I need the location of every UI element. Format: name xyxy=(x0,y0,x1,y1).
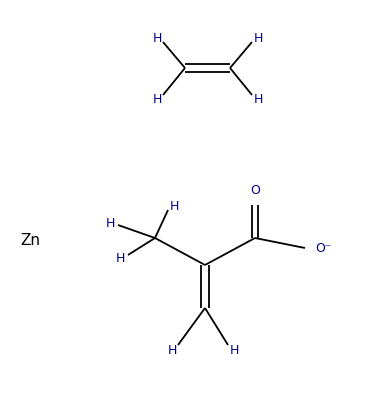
Text: O: O xyxy=(250,184,260,197)
Text: H: H xyxy=(229,344,239,357)
Text: H: H xyxy=(115,253,125,266)
Text: H: H xyxy=(253,32,263,45)
Text: H: H xyxy=(152,93,162,106)
Text: H: H xyxy=(167,344,177,357)
Text: O⁻: O⁻ xyxy=(315,242,331,255)
Text: H: H xyxy=(253,93,263,106)
Text: H: H xyxy=(105,216,115,229)
Text: Zn: Zn xyxy=(20,232,40,247)
Text: H: H xyxy=(152,32,162,45)
Text: H: H xyxy=(169,199,179,212)
